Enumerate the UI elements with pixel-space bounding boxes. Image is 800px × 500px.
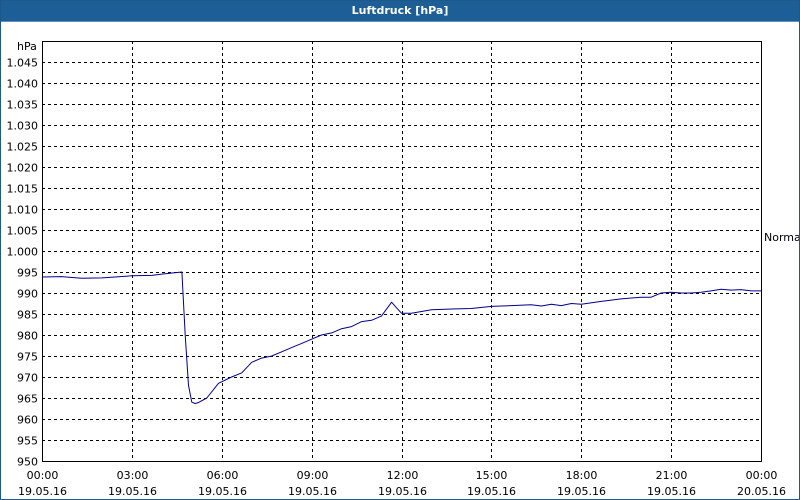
y-tick-label: 970	[17, 372, 38, 385]
y-tick-label: 1.035	[7, 99, 39, 112]
x-axis-ticks: 00:00 19.05.16 03:00 19.05.16 06:00 19.05.16 0…	[18, 469, 786, 498]
y-tick-label: 1.005	[7, 225, 39, 238]
y-tick-label: 965	[17, 393, 38, 406]
x-tick-time: 18:00	[566, 469, 598, 482]
y-tick-label: 1.015	[7, 183, 39, 196]
x-tick-time: 06:00	[207, 469, 239, 482]
reference-label-normal: Normal	[764, 231, 799, 244]
y-tick-label: 985	[17, 309, 38, 322]
x-tick-date: 20.05.16	[737, 485, 786, 498]
y-tick-label: 1.025	[7, 141, 39, 154]
y-tick-label: 955	[17, 435, 38, 448]
y-tick-label: 990	[17, 288, 38, 301]
x-tick-time: 21:00	[656, 469, 688, 482]
y-tick-label: 1.000	[7, 246, 39, 259]
x-tick-time: 00:00	[746, 469, 778, 482]
x-tick-time: 12:00	[387, 469, 419, 482]
y-tick-label: 950	[17, 456, 38, 469]
y-tick-label: 980	[17, 330, 38, 343]
series-line-luftdruck	[42, 272, 761, 404]
x-tick-date: 19.05.16	[108, 485, 157, 498]
x-tick-date: 19.05.16	[288, 485, 337, 498]
x-tick-date: 19.05.16	[647, 485, 696, 498]
grid-layer	[42, 41, 761, 461]
x-tick-time: 09:00	[297, 469, 329, 482]
y-tick-label: 1.030	[7, 120, 39, 133]
x-tick-date: 19.05.16	[467, 485, 516, 498]
x-tick-time: 03:00	[117, 469, 149, 482]
y-tick-label: 960	[17, 414, 38, 427]
x-tick-time: 00:00	[27, 469, 59, 482]
x-tick-date: 19.05.16	[18, 485, 67, 498]
y-tick-label: 1.040	[7, 78, 39, 91]
y-tick-label: 1.010	[7, 204, 39, 217]
x-tick-date: 19.05.16	[378, 485, 427, 498]
x-tick-date: 19.05.16	[198, 485, 247, 498]
y-tick-label: 1.020	[7, 162, 39, 175]
y-tick-label: 995	[17, 267, 38, 280]
y-tick-label: 1.045	[7, 57, 39, 70]
y-axis-unit-label: hPa	[17, 40, 37, 53]
y-axis-ticks: 950 955 960 965 970 975 980 985 990 995 1.000 1.005…	[7, 57, 39, 469]
x-tick-date: 19.05.16	[557, 485, 606, 498]
x-tick-time: 15:00	[476, 469, 508, 482]
series-layer	[42, 272, 761, 404]
y-tick-label: 975	[17, 351, 38, 364]
